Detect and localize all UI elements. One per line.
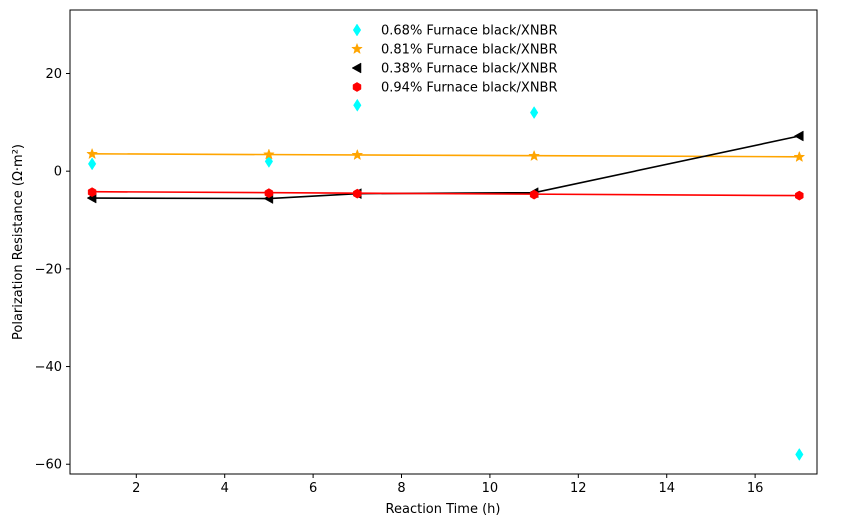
ticks-layer: 2 4 6 8 10 12 14 16 20 0 −20 −40 −60	[35, 67, 764, 496]
legend-marker	[351, 42, 363, 55]
data-point	[530, 106, 539, 120]
series-1	[88, 98, 804, 461]
series-2	[86, 147, 806, 163]
x-tick-label: 6	[309, 481, 317, 496]
data-point	[262, 148, 275, 160]
data-point	[528, 149, 541, 162]
x-tick-label: 4	[221, 481, 229, 496]
data-point	[795, 190, 804, 201]
data-point	[795, 447, 804, 461]
x-tick-label: 2	[132, 481, 140, 496]
legend-marker	[352, 82, 362, 92]
y-tick-label: 20	[45, 67, 62, 82]
legend-label: 0.94% Furnace black/XNBR	[381, 81, 558, 96]
x-tick-label: 8	[397, 481, 405, 496]
series-4	[87, 187, 804, 201]
x-tick-label: 14	[658, 481, 675, 496]
data-point	[86, 147, 99, 160]
plot-layer	[86, 98, 806, 461]
series-line	[92, 135, 800, 200]
y-tick-label: −40	[35, 360, 62, 375]
data-point	[793, 130, 804, 142]
data-point	[353, 98, 362, 112]
legend-marker	[352, 23, 362, 37]
y-tick-label: −20	[35, 262, 62, 277]
data-point	[529, 189, 539, 200]
y-tick-label: 0	[54, 165, 62, 180]
data-point	[87, 187, 97, 198]
series-line	[92, 153, 800, 158]
series-line	[92, 190, 800, 197]
data-point	[793, 150, 806, 163]
axes-frame	[69, 9, 818, 475]
x-tick-label: 12	[570, 481, 587, 496]
x-axis-label: Reaction Time (h)	[386, 502, 501, 517]
legend-label: 0.81% Furnace black/XNBR	[381, 43, 558, 58]
x-tick-label: 10	[482, 481, 499, 496]
y-axis-label: Polarization Resistance (Ω·m²)	[11, 144, 26, 340]
legend-label: 0.38% Furnace black/XNBR	[381, 62, 558, 77]
data-point	[351, 148, 364, 161]
data-point	[353, 188, 362, 199]
y-tick-label: −60	[35, 458, 62, 473]
data-point	[264, 188, 274, 199]
x-tick-label: 16	[747, 481, 764, 496]
legend-marker	[351, 62, 362, 74]
data-point	[88, 157, 97, 171]
legend: 0.68% Furnace black/XNBR 0.81% Furnace bl…	[351, 23, 558, 96]
legend-label: 0.68% Furnace black/XNBR	[381, 24, 558, 39]
